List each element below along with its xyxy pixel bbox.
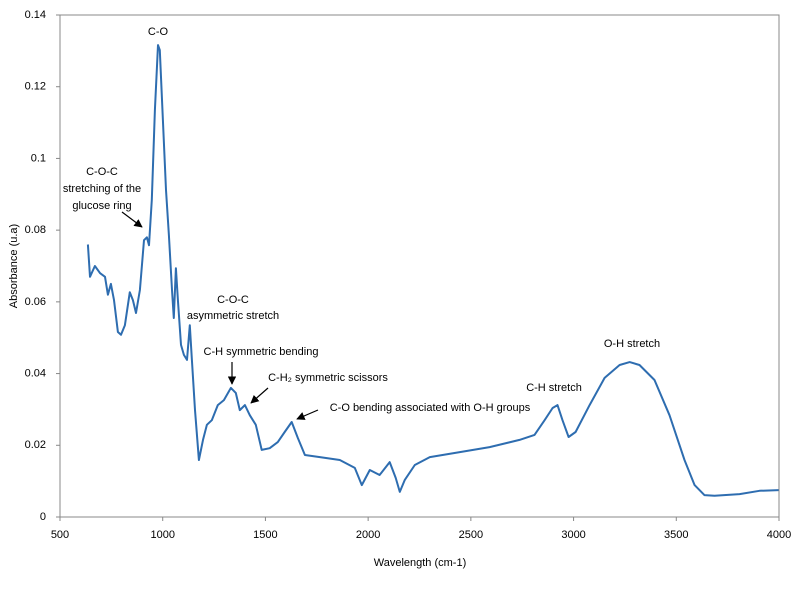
y-axis-label: Absorbance (u.a) [8, 224, 20, 308]
spectrum-line [86, 44, 779, 497]
annotation: C-O-C [217, 294, 249, 306]
annotation: C-O [148, 26, 169, 38]
annotation: O-H stretch [604, 338, 660, 350]
y-tick-label: 0.08 [25, 224, 46, 236]
y-tick-label: 0.14 [25, 9, 46, 21]
arrows [121, 211, 319, 420]
x-tick-label: 4000 [767, 529, 791, 541]
annotation: stretching of the [63, 183, 141, 195]
x-axis-label: Wavelength (cm-1) [374, 557, 467, 569]
y-tick-label: 0.1 [31, 152, 46, 164]
x-tick-label: 1500 [253, 529, 277, 541]
x-tick-label: 3500 [664, 529, 688, 541]
x-tick-label: 1000 [150, 529, 174, 541]
annotation: C-H symmetric bending [204, 346, 319, 358]
annotation: C-O-C [86, 166, 118, 178]
annotation: C-H₂ symmetric scissors [268, 372, 388, 384]
y-tick-label: 0.12 [25, 81, 46, 93]
annotation: glucose ring [72, 200, 131, 212]
arrow [121, 211, 143, 228]
y-tick-label: 0.02 [25, 439, 46, 451]
annotation: asymmetric stretch [187, 310, 279, 322]
annotation: C-O bending associated with O-H groups [330, 402, 531, 414]
y-tick-label: 0.04 [25, 367, 46, 379]
x-tick-label: 2500 [459, 529, 483, 541]
x-tick-label: 500 [51, 529, 69, 541]
x-tick-label: 3000 [561, 529, 585, 541]
x-tick-label: 2000 [356, 529, 380, 541]
y-tick-label: 0 [40, 511, 46, 523]
arrow [250, 387, 269, 404]
plot-frame [59, 14, 780, 518]
y-tick-label: 0.06 [25, 296, 46, 308]
arrow [296, 409, 319, 420]
annotation: C-H stretch [526, 382, 582, 394]
